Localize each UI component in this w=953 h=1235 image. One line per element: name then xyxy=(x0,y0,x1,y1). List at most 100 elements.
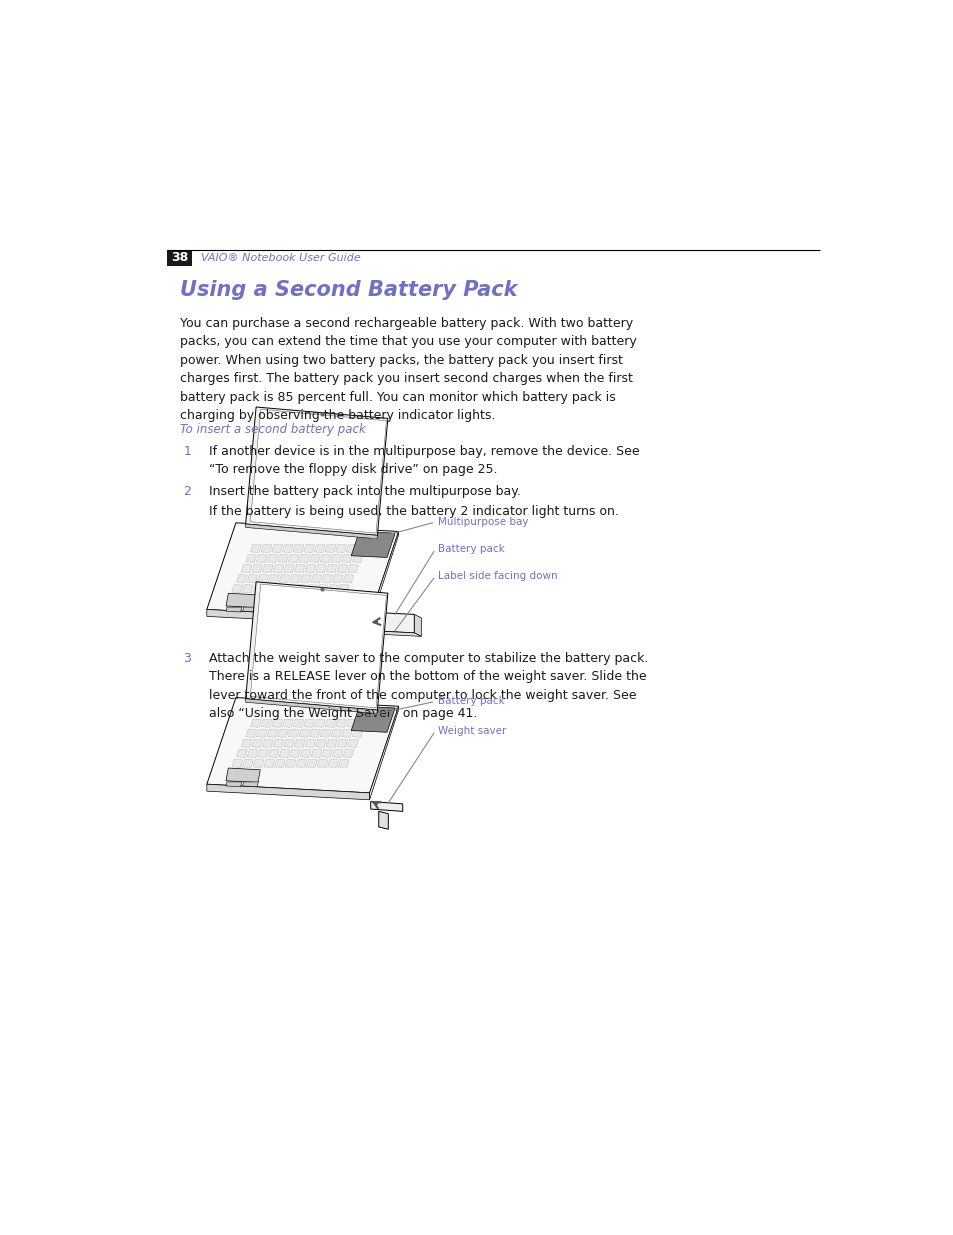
Polygon shape xyxy=(325,545,335,552)
Polygon shape xyxy=(300,574,311,583)
Text: Label side facing down: Label side facing down xyxy=(437,571,557,580)
Polygon shape xyxy=(207,609,369,625)
Polygon shape xyxy=(246,729,256,737)
Polygon shape xyxy=(279,750,290,757)
Polygon shape xyxy=(285,584,295,593)
Polygon shape xyxy=(331,555,341,562)
Polygon shape xyxy=(293,545,304,552)
Polygon shape xyxy=(290,574,300,583)
Polygon shape xyxy=(300,750,311,757)
Text: Attach the weight saver to the computer to stabilize the battery pack.
There is : Attach the weight saver to the computer … xyxy=(209,652,648,720)
Polygon shape xyxy=(262,564,273,573)
Polygon shape xyxy=(343,574,354,583)
Text: Weight saver: Weight saver xyxy=(437,726,506,736)
Polygon shape xyxy=(352,555,363,562)
Polygon shape xyxy=(341,555,352,562)
Polygon shape xyxy=(207,522,398,618)
Polygon shape xyxy=(252,740,262,747)
Polygon shape xyxy=(253,760,264,767)
Polygon shape xyxy=(347,740,358,747)
Polygon shape xyxy=(305,564,315,573)
Text: To insert a second battery pack: To insert a second battery pack xyxy=(179,424,365,436)
Polygon shape xyxy=(207,698,398,793)
Polygon shape xyxy=(245,699,377,714)
Polygon shape xyxy=(242,608,258,613)
Text: Using a Second Battery Pack: Using a Second Battery Pack xyxy=(179,280,517,300)
Polygon shape xyxy=(338,584,349,593)
Polygon shape xyxy=(414,614,421,636)
Polygon shape xyxy=(294,564,305,573)
Text: Insert the battery pack into the multipurpose bay.: Insert the battery pack into the multipu… xyxy=(209,484,520,498)
Polygon shape xyxy=(314,545,325,552)
Polygon shape xyxy=(267,729,277,737)
Polygon shape xyxy=(332,574,343,583)
Polygon shape xyxy=(310,555,320,562)
Polygon shape xyxy=(226,768,260,783)
Polygon shape xyxy=(262,740,273,747)
Polygon shape xyxy=(295,584,306,593)
Polygon shape xyxy=(253,584,264,593)
Polygon shape xyxy=(242,782,258,787)
Text: Battery pack: Battery pack xyxy=(437,543,504,555)
Polygon shape xyxy=(314,719,325,727)
Polygon shape xyxy=(356,545,368,552)
Polygon shape xyxy=(321,750,333,757)
Polygon shape xyxy=(303,719,314,727)
Text: 3: 3 xyxy=(183,652,192,664)
Polygon shape xyxy=(351,531,395,557)
Polygon shape xyxy=(285,760,295,767)
Polygon shape xyxy=(325,719,335,727)
Polygon shape xyxy=(250,719,261,727)
Polygon shape xyxy=(256,555,267,562)
Polygon shape xyxy=(315,740,326,747)
Polygon shape xyxy=(316,584,328,593)
Polygon shape xyxy=(294,740,305,747)
Polygon shape xyxy=(327,760,338,767)
Polygon shape xyxy=(346,719,356,727)
Polygon shape xyxy=(305,740,315,747)
Polygon shape xyxy=(261,545,272,552)
Polygon shape xyxy=(351,706,395,732)
Polygon shape xyxy=(257,574,269,583)
Polygon shape xyxy=(268,574,279,583)
Polygon shape xyxy=(232,760,242,767)
Bar xyxy=(167,249,192,266)
Polygon shape xyxy=(372,631,421,636)
Polygon shape xyxy=(283,740,294,747)
Polygon shape xyxy=(378,811,388,829)
Polygon shape xyxy=(316,760,328,767)
Polygon shape xyxy=(242,584,253,593)
Polygon shape xyxy=(207,784,369,800)
Polygon shape xyxy=(295,760,306,767)
Polygon shape xyxy=(369,531,398,625)
Polygon shape xyxy=(283,564,294,573)
Polygon shape xyxy=(311,750,321,757)
Polygon shape xyxy=(252,564,262,573)
Polygon shape xyxy=(277,555,288,562)
Polygon shape xyxy=(245,582,388,710)
Polygon shape xyxy=(241,740,252,747)
Polygon shape xyxy=(273,564,284,573)
Text: Battery pack: Battery pack xyxy=(437,697,504,706)
Polygon shape xyxy=(336,740,348,747)
Polygon shape xyxy=(273,740,284,747)
Polygon shape xyxy=(279,574,290,583)
Polygon shape xyxy=(356,719,368,727)
Text: If another device is in the multipurpose bay, remove the device. See
“To remove : If another device is in the multipurpose… xyxy=(209,445,639,477)
Polygon shape xyxy=(315,564,326,573)
Polygon shape xyxy=(338,760,349,767)
Polygon shape xyxy=(320,729,331,737)
Polygon shape xyxy=(310,729,320,737)
Polygon shape xyxy=(298,555,310,562)
Polygon shape xyxy=(241,564,252,573)
Polygon shape xyxy=(250,409,386,534)
Polygon shape xyxy=(226,593,260,608)
Polygon shape xyxy=(331,729,341,737)
Polygon shape xyxy=(242,760,253,767)
Polygon shape xyxy=(274,584,285,593)
Polygon shape xyxy=(352,729,363,737)
Polygon shape xyxy=(290,750,300,757)
Polygon shape xyxy=(267,555,277,562)
Text: You can purchase a second rechargeable battery pack. With two battery
packs, you: You can purchase a second rechargeable b… xyxy=(179,317,636,422)
Polygon shape xyxy=(226,782,241,787)
